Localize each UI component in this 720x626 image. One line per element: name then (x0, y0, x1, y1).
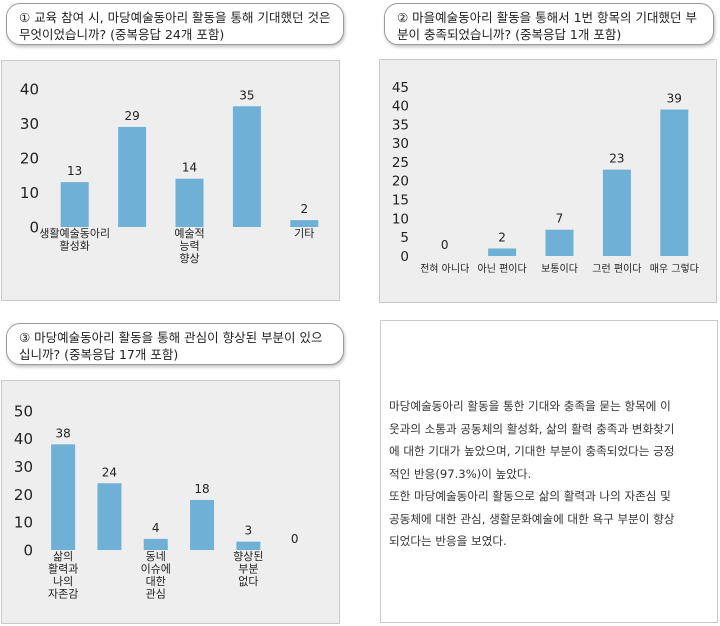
summary-line-7: 되었다는 반응을 보였다. (389, 534, 507, 548)
y-tick-label: 0 (23, 541, 33, 559)
bar (175, 178, 204, 227)
category-label: 그런 편이다 (592, 263, 641, 275)
bar (545, 229, 574, 256)
summary-line-3: 에 대한 기대가 높았으며, 기대한 부분이 충족되었다는 긍정 (389, 444, 675, 458)
bar (290, 220, 319, 227)
category-label: 대한 (146, 575, 166, 588)
y-tick-label: 30 (392, 136, 409, 152)
y-tick-label: 40 (20, 80, 39, 98)
category-label: 부분 (238, 563, 258, 576)
y-tick-label: 5 (400, 230, 409, 246)
bar (488, 248, 517, 256)
y-tick-label: 35 (392, 117, 409, 133)
question-box-3: ③ 마당예술동아리 활동을 통해 관심이 향상된 부분이 있으십니까? (중복응… (6, 323, 344, 365)
summary-line-1: 마당예술동아리 활동을 통한 기대와 충족을 묻는 항목에 이 (389, 399, 671, 413)
bar (232, 106, 261, 227)
category-label: 없다 (238, 575, 258, 588)
y-tick-label: 25 (392, 155, 409, 171)
question-text-3: ③ 마당예술동아리 활동을 통해 관심이 향상된 부분이 있으십니까? (중복응… (19, 330, 323, 362)
chart-panel-1: 0 10 20 30 40 13 생활예술동아리 활성화 29 14 예술적 능력 향상 35 2 기타 (1, 60, 340, 301)
category-label: 능력 (179, 240, 199, 253)
value-label: 2 (300, 202, 308, 216)
category-label: 보통이다 (541, 263, 578, 275)
category-label: 이슈에 (141, 563, 171, 576)
bar (60, 182, 89, 227)
value-label: 18 (194, 482, 209, 496)
y-tick-label: 20 (14, 486, 33, 504)
category-label: 동네 (146, 550, 166, 563)
category-label: 삶의 (53, 550, 73, 563)
category-label: 관심 (146, 588, 166, 601)
category-label: 활성화 (60, 239, 90, 253)
y-tick-label: 45 (392, 80, 409, 96)
y-tick-label: 0 (29, 218, 39, 236)
category-label: 향상된 (233, 550, 263, 563)
bar (118, 126, 147, 227)
bar (97, 483, 122, 550)
category-label: 예술적 (174, 227, 204, 240)
bar (190, 499, 215, 550)
category-label: 생활예술동아리 (39, 226, 110, 240)
chart-panel-2: 0 5 10 15 20 25 30 35 40 45 0 전혀 아니다 2 아닌 편이다 7 보통이다 23 그… (379, 59, 717, 303)
summary-line-4: 적인 반응(97.3%)이 높았다. (389, 466, 532, 481)
value-label: 23 (609, 152, 624, 166)
y-tick-label: 10 (392, 211, 409, 227)
bar (602, 169, 631, 256)
category-label: 활력과 (48, 562, 78, 576)
y-tick-label: 10 (20, 184, 39, 202)
value-label: 7 (556, 212, 564, 226)
bar-chart-2: 0 5 10 15 20 25 30 35 40 45 0 전혀 아니다 2 아닌 편이다 7 보통이다 23 그… (392, 80, 699, 275)
y-tick-label: 0 (400, 249, 409, 265)
value-label: 29 (124, 109, 139, 123)
bar (143, 538, 168, 550)
value-label: 13 (67, 164, 82, 178)
value-label: 39 (667, 92, 682, 106)
summary-line-2: 웃과의 소통과 공동체의 활성화, 삶의 활력 충족과 변화찾기 (389, 421, 675, 436)
value-label: 14 (182, 161, 197, 175)
y-tick-label: 15 (392, 193, 409, 209)
value-label: 3 (245, 524, 253, 538)
value-label: 0 (441, 238, 449, 252)
bar (236, 541, 261, 550)
summary-text: 마당예술동아리 활동을 통한 기대와 충족을 묻는 항목에 이 웃과의 소통과 … (389, 395, 709, 553)
summary-line-5: 또한 마당예술동아리 활동으로 삶의 활력과 나의 자존심 및 (389, 489, 671, 503)
value-label: 4 (152, 521, 160, 535)
value-label: 0 (291, 532, 299, 546)
question-box-1: ① 교육 참여 시, 마당예술동아리 활동을 통해 기대했던 것은 무엇이었습니… (6, 3, 344, 45)
chart-panel-3: 0 10 20 30 40 50 38 삶의 활력과 나의 자존감 24 4 동네 이슈에 대한 관심 18 3 향상… (1, 380, 340, 624)
category-label: 기타 (294, 227, 314, 240)
question-box-2: ② 마을예술동아리 활동을 통해서 1번 항목의 기대했던 부분이 충족되었습니… (384, 3, 714, 45)
category-label: 향상 (179, 252, 199, 265)
value-label: 24 (102, 465, 117, 479)
question-text-2: ② 마을예술동아리 활동을 통해서 1번 항목의 기대했던 부분이 충족되었습니… (397, 10, 697, 42)
summary-box: 마당예술동아리 활동을 통한 기대와 충족을 묻는 항목에 이 웃과의 소통과 … (380, 320, 718, 623)
category-label: 나의 (53, 575, 73, 588)
y-tick-label: 10 (14, 514, 33, 532)
value-label: 2 (498, 230, 506, 244)
bar (51, 444, 76, 550)
question-text-1: ① 교육 참여 시, 마당예술동아리 활동을 통해 기대했던 것은 무엇이었습니… (19, 10, 331, 42)
category-label: 매우 그렇다 (650, 262, 699, 275)
y-tick-label: 20 (392, 174, 409, 190)
category-label: 아닌 편이다 (478, 263, 527, 275)
y-tick-label: 20 (20, 149, 39, 167)
y-tick-label: 50 (14, 402, 33, 420)
bar (660, 109, 689, 257)
category-label: 전혀 아니다 (420, 263, 469, 275)
y-tick-label: 30 (20, 115, 39, 133)
y-tick-label: 40 (14, 430, 33, 448)
category-label: 자존감 (48, 588, 78, 601)
summary-line-6: 공동체에 대한 관심, 생활문화예술에 대한 욕구 부분이 향상 (389, 511, 675, 526)
y-tick-label: 30 (14, 458, 33, 476)
value-label: 38 (56, 426, 71, 440)
y-tick-label: 40 (392, 99, 409, 115)
value-label: 35 (239, 88, 254, 102)
